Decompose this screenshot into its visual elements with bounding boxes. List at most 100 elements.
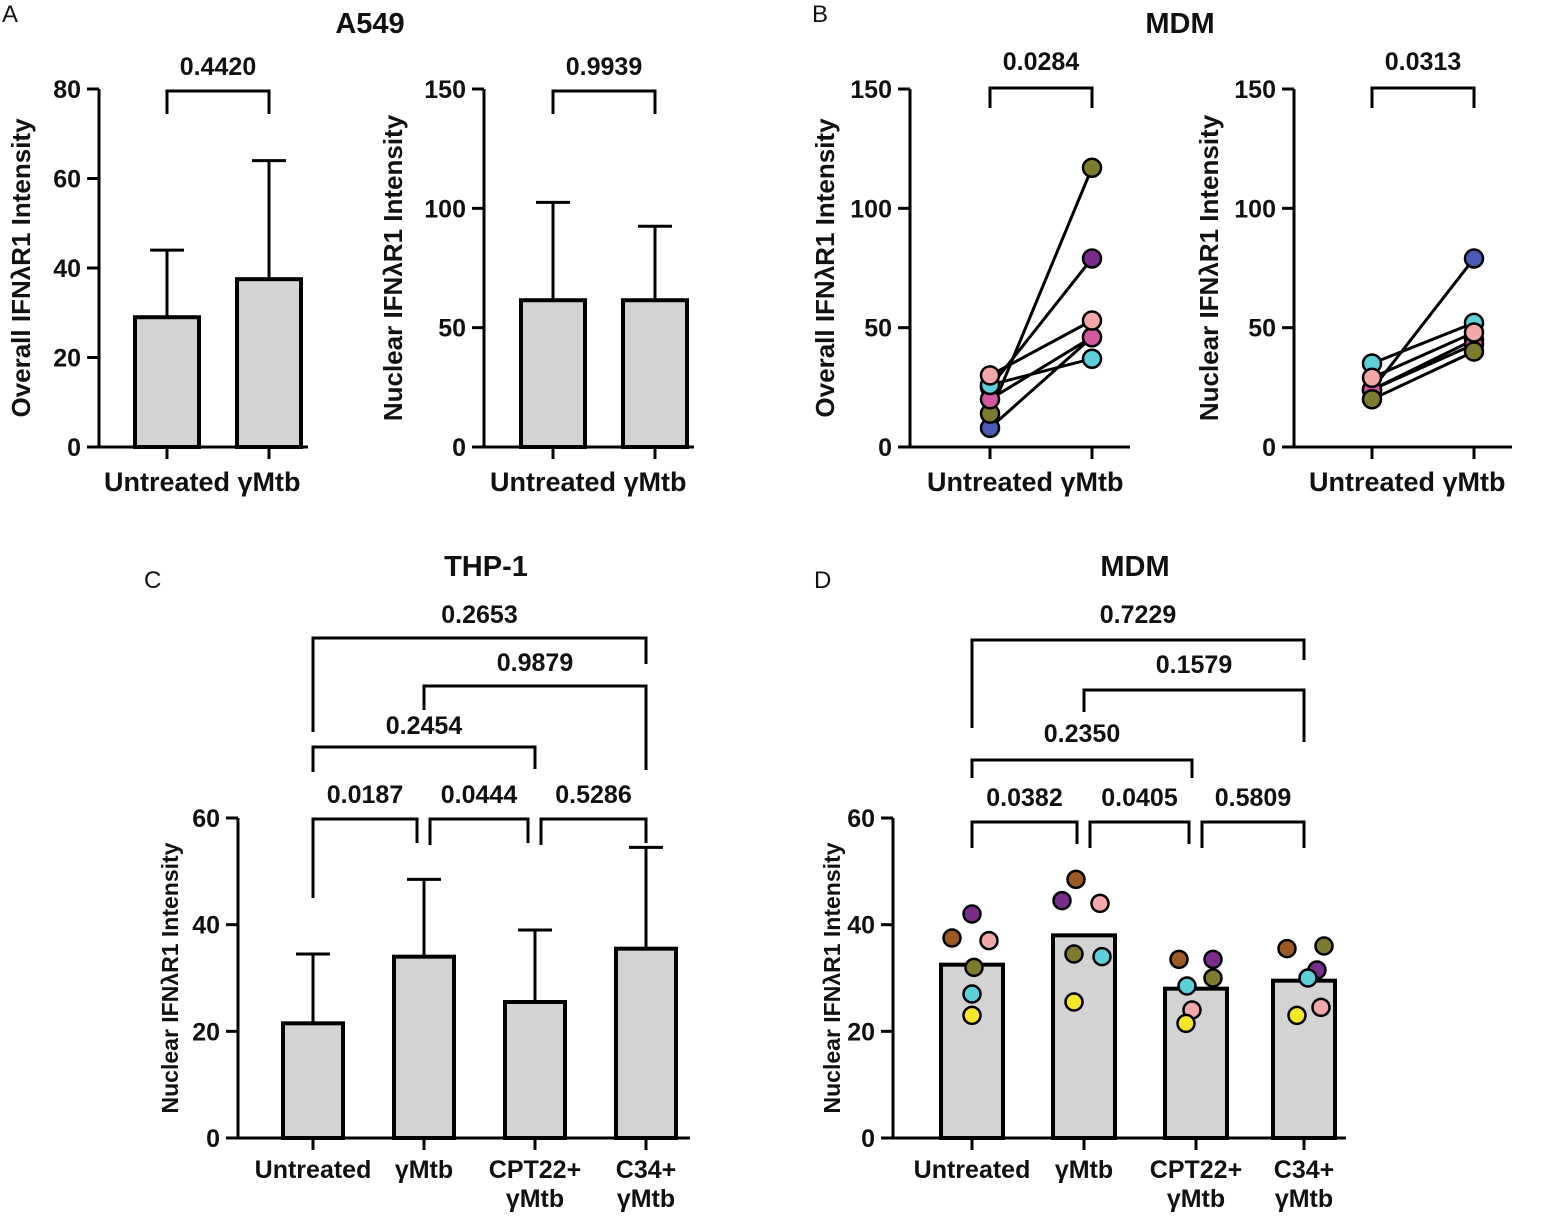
x-category-label: Untreated xyxy=(104,467,230,497)
data-point xyxy=(1081,326,1103,348)
p-value-label: 0.0405 xyxy=(1101,784,1178,812)
significance-bracket xyxy=(311,745,537,772)
data-point xyxy=(1463,341,1485,362)
data-point xyxy=(1287,1005,1307,1026)
significance-bracket xyxy=(422,684,648,770)
data-point xyxy=(1463,248,1485,269)
y-tick-label: 50 xyxy=(864,315,892,343)
significance-bracket xyxy=(311,817,419,898)
pair-line xyxy=(1371,331,1475,380)
significance-bracket xyxy=(970,758,1194,778)
x-category-label: γMtb xyxy=(506,1185,564,1213)
y-axis-label: Nuclear IFNλR1 Intensity xyxy=(157,842,183,1113)
data-point xyxy=(979,365,1001,386)
pair-line xyxy=(1371,350,1475,401)
data-point xyxy=(1092,946,1112,967)
y-axis-label: Overall IFNλR1 Intensity xyxy=(6,118,36,418)
y-tick-label: 0 xyxy=(206,1125,220,1153)
significance-bracket xyxy=(539,817,648,845)
x-category-label: C34+ xyxy=(616,1156,676,1184)
x-category-label: γMtb xyxy=(1055,1156,1113,1184)
x-category-label: Untreated xyxy=(255,1156,372,1184)
charts-layer: 0 20 40 60 80 Overall IFNλR1 Intensity Untreat… xyxy=(6,48,1512,1213)
bar xyxy=(503,1000,567,1140)
p-value-label: 0.5809 xyxy=(1215,784,1291,812)
y-tick-label: 100 xyxy=(850,195,892,223)
panel-letter-d: D xyxy=(814,567,831,594)
panel-title-thp1: THP-1 xyxy=(444,551,528,583)
data-point xyxy=(1064,944,1084,964)
data-point xyxy=(1203,968,1223,988)
data-point xyxy=(962,984,982,1004)
significance-bracket xyxy=(311,636,648,732)
significance-bracket xyxy=(970,820,1079,848)
data-point xyxy=(1277,938,1297,959)
significance-bracket xyxy=(1082,688,1306,742)
x-category-label: γMtb xyxy=(617,1185,675,1213)
bar xyxy=(392,954,456,1141)
y-tick-label: 0 xyxy=(878,434,892,462)
y-axis-label: Overall IFNλR1 Intensity xyxy=(810,118,840,418)
y-tick-label: 60 xyxy=(53,166,81,194)
bar xyxy=(519,298,587,449)
p-value-label: 0.4420 xyxy=(180,53,256,81)
data-point xyxy=(1169,949,1189,970)
p-value-label: 0.9879 xyxy=(497,649,573,677)
x-category-label: γMtb xyxy=(238,467,301,497)
y-tick-label: 20 xyxy=(192,1018,220,1046)
y-tick-label: 60 xyxy=(192,805,220,833)
data-point xyxy=(1081,157,1103,179)
y-axis-label: Nuclear IFNλR1 Intensity xyxy=(378,114,408,421)
y-tick-label: 40 xyxy=(192,912,220,940)
chart-b-overall: 0 50 100 150 Overall IFNλR1 Intensity Untreat… xyxy=(810,48,1130,497)
significance-bracket xyxy=(970,638,1306,728)
y-tick-label: 50 xyxy=(1248,315,1276,343)
data-point xyxy=(1081,310,1103,331)
x-category-label: Untreated xyxy=(1309,467,1435,497)
p-value-label: 0.0444 xyxy=(441,781,518,809)
panel-title-mdm-d: MDM xyxy=(1100,551,1169,583)
y-tick-label: 0 xyxy=(861,1125,875,1153)
bar xyxy=(1051,933,1117,1140)
y-tick-label: 100 xyxy=(424,195,466,223)
data-point xyxy=(979,930,999,951)
pair-line xyxy=(988,167,1094,415)
y-tick-label: 150 xyxy=(1234,76,1276,104)
p-value-label: 0.1579 xyxy=(1156,651,1232,679)
bar xyxy=(614,946,678,1141)
data-point xyxy=(1463,322,1485,343)
y-tick-label: 50 xyxy=(438,315,466,343)
y-tick-label: 80 xyxy=(53,76,81,104)
p-value-label: 0.2350 xyxy=(1044,720,1120,748)
significance-bracket xyxy=(551,89,657,114)
chart-c-thp1: 0 20 40 60 Nuclear IFNλR1 Intensity Untreated… xyxy=(157,601,690,1213)
x-category-label: γMtb xyxy=(1443,467,1506,497)
x-category-label: CPT22+ xyxy=(489,1156,581,1184)
pair-line xyxy=(989,319,1093,377)
chart-b-nuclear: 0 50 100 150 Nuclear IFNλR1 Intensity Untreat… xyxy=(1194,48,1512,497)
data-point xyxy=(1361,367,1383,389)
pair-line xyxy=(1370,257,1476,391)
bar xyxy=(621,298,689,449)
data-point xyxy=(962,904,982,924)
y-tick-label: 150 xyxy=(850,76,892,104)
y-tick-label: 20 xyxy=(53,345,81,373)
y-tick-label: 100 xyxy=(1234,195,1276,223)
p-value-label: 0.0284 xyxy=(1003,48,1080,76)
p-value-label: 0.0313 xyxy=(1385,48,1461,76)
y-tick-label: 60 xyxy=(847,805,875,833)
data-point xyxy=(1176,1013,1196,1034)
panel-letter-b: B xyxy=(812,1,828,28)
x-category-label: γMtb xyxy=(395,1156,453,1184)
y-tick-label: 40 xyxy=(847,912,875,940)
x-category-label: γMtb xyxy=(1061,467,1124,497)
data-point xyxy=(1203,949,1223,970)
data-point xyxy=(1081,348,1103,369)
chart-a-overall: 0 20 40 60 80 Overall IFNλR1 Intensity Untreat… xyxy=(6,53,308,497)
bar xyxy=(281,1021,345,1140)
bar xyxy=(133,315,201,449)
p-value-label: 0.0382 xyxy=(986,784,1062,812)
chart-a-nuclear: 0 50 100 150 Nuclear IFNλR1 Intensity Untreat… xyxy=(378,53,694,497)
